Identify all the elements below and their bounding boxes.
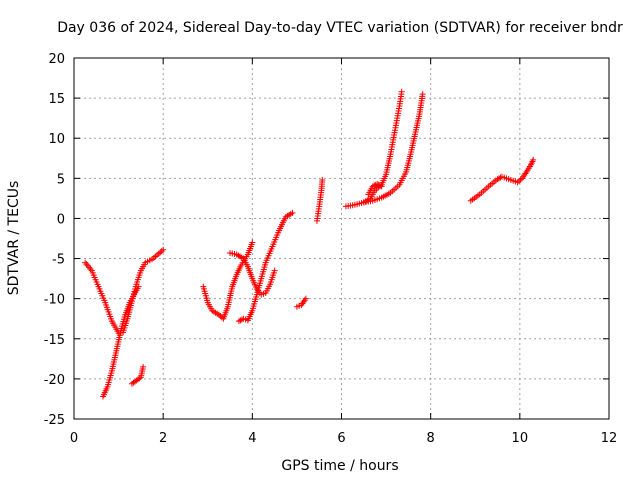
data-point — [135, 283, 142, 290]
chart-title: Day 036 of 2024, Sidereal Day-to-day VTE… — [57, 20, 623, 36]
data-point — [289, 209, 296, 216]
y-tick-label: 10 — [48, 132, 65, 147]
plot-frame — [73, 57, 610, 420]
y-tick-label: -20 — [44, 373, 65, 388]
x-tick-label: 4 — [248, 431, 256, 446]
data-series-segment — [467, 156, 537, 204]
data-point — [517, 176, 524, 183]
data-point — [514, 179, 521, 186]
data-series-segment — [200, 239, 256, 322]
x-tick-label: 10 — [512, 431, 529, 446]
y-tick-label: -25 — [44, 413, 65, 428]
data-point — [319, 176, 326, 183]
data-point — [516, 178, 523, 185]
data-point — [136, 375, 143, 382]
data-point — [158, 248, 165, 255]
data-point — [155, 250, 162, 257]
y-tick-label: 20 — [48, 52, 65, 67]
data-series-segment — [235, 209, 296, 325]
data-series-segment — [293, 295, 309, 310]
x-axis-label: GPS time / hours — [281, 458, 398, 474]
x-tick-label: 12 — [601, 431, 618, 446]
data-point — [398, 88, 405, 95]
axis-ticks: 0 2 4 6 8 10 12 -25 -20 -15 -10 -5 0 5 10 15 20 — [44, 52, 618, 446]
data-point — [530, 156, 537, 163]
data-point — [419, 91, 426, 98]
data-series-segment — [82, 246, 167, 337]
y-tick-label: 0 — [57, 212, 65, 227]
data-series-segment — [360, 91, 426, 206]
data-point — [140, 363, 147, 370]
data-point — [217, 313, 224, 320]
y-tick-label: -5 — [52, 253, 65, 268]
y-tick-label: -15 — [44, 333, 65, 348]
y-tick-label: -10 — [44, 293, 65, 308]
x-tick-label: 2 — [159, 431, 167, 446]
data-series-segment — [365, 180, 385, 198]
y-tick-label: 5 — [57, 172, 65, 187]
x-tick-label: 6 — [337, 431, 345, 446]
data-point — [160, 246, 167, 253]
data-point — [249, 239, 256, 246]
data-point — [271, 267, 278, 274]
x-tick-label: 8 — [427, 431, 435, 446]
data-series-segment — [99, 283, 142, 400]
y-axis-label: SDTVAR / TECUs — [6, 181, 22, 296]
data-series-segment — [128, 363, 147, 387]
data-point — [377, 182, 384, 189]
x-tick-label: 0 — [70, 431, 78, 446]
data-points — [82, 88, 537, 400]
y-tick-label: 15 — [48, 92, 65, 107]
data-point — [378, 183, 385, 190]
grid-lines — [74, 58, 609, 419]
data-series-segment — [342, 88, 405, 210]
data-point — [302, 295, 309, 302]
data-point — [215, 311, 222, 318]
data-point — [157, 249, 164, 256]
data-series-segment — [313, 176, 326, 224]
